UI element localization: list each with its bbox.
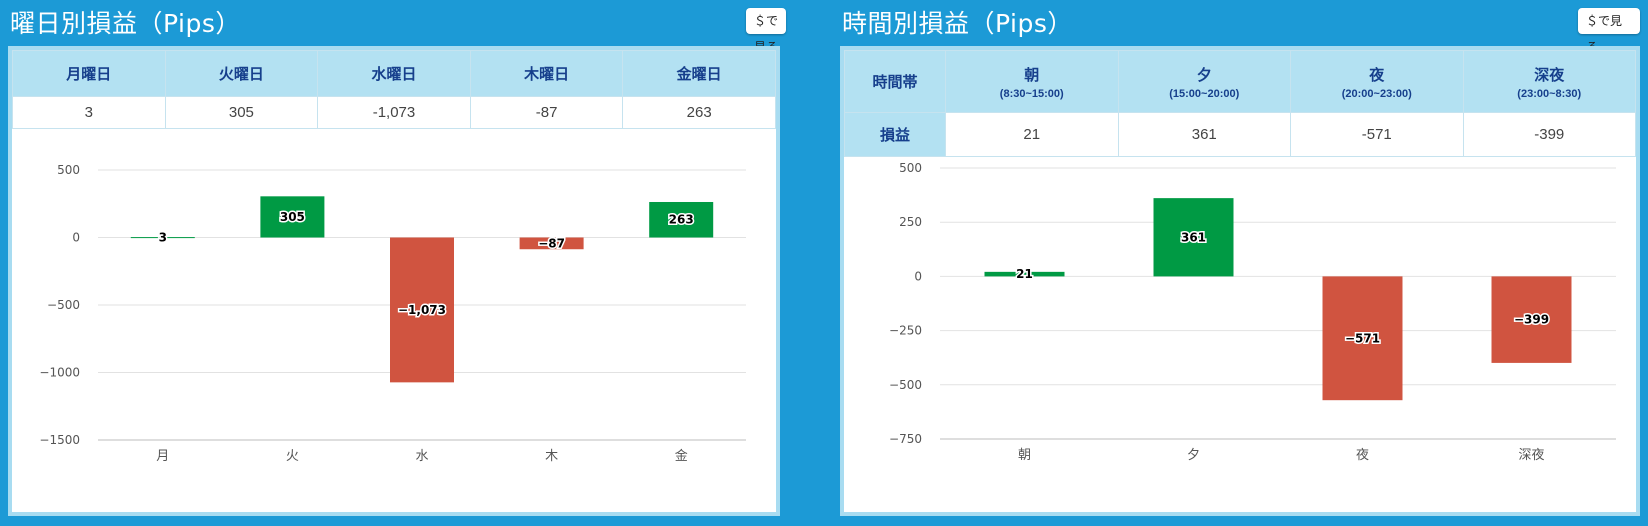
time-row-label: 損益 [844,112,946,157]
data-label: −1,073 [398,303,446,317]
day-value-tue: 305 [164,96,319,129]
day-header-tue: 火曜日 [164,50,319,97]
bar[interactable] [1322,276,1403,401]
day-header-wed: 水曜日 [317,50,471,97]
time-card: 時間帯 朝 (8:30~15:00) 夕 (15:00~20:00) 夜 (20:00… [840,46,1640,516]
day-header-thu: 木曜日 [469,50,624,97]
y-tick-label: 0 [72,231,80,245]
time-header-evening: 夕 (15:00~20:00) [1117,50,1291,113]
data-label: −87 [538,236,565,250]
bar[interactable] [390,237,454,383]
time-summary-table: 時間帯 朝 (8:30~15:00) 夕 (15:00~20:00) 夜 (20:00… [844,50,1636,157]
data-label: 21 [1016,267,1033,281]
time-header-late-night: 深夜 (23:00~8:30) [1462,50,1636,113]
bar[interactable] [260,196,325,238]
time-header-morning: 朝 (8:30~15:00) [945,50,1119,113]
data-label: −571 [1345,331,1380,345]
day-value-fri: 263 [622,96,776,129]
x-tick-label: 水 [415,449,428,464]
data-label: 263 [669,213,694,227]
x-tick-label: 深夜 [1518,448,1544,463]
bar[interactable] [649,201,714,238]
x-tick-label: 夕 [1187,448,1200,463]
data-label: 361 [1181,230,1206,244]
data-label: −399 [1514,313,1549,327]
time-value-night: -571 [1290,112,1464,157]
day-header-fri: 金曜日 [622,50,776,97]
time-header-range: (15:00~20:00) [1169,87,1240,100]
y-tick-label: 500 [899,161,922,175]
time-corner-header: 時間帯 [844,50,946,113]
time-profit-chart: 500 250 0 −250 −500 −750 21 朝 361 夕 −571 夜 −399 深夜 [889,161,1616,463]
x-tick-label: 木 [545,449,558,464]
time-header-name: 夜 [1369,66,1385,84]
y-tick-label: −1000 [39,366,80,380]
bar[interactable] [1491,276,1572,363]
data-label: 3 [159,230,167,244]
time-of-day-panel: 時間別損益（Pips） ＄で見る 時間帯 朝 (8:30~15:00) 夕 (15:… [840,0,1640,526]
day-value-thu: -87 [469,96,624,129]
time-header-name: 夕 [1196,66,1212,84]
time-value-evening: 361 [1117,112,1291,157]
data-label: 305 [280,210,305,224]
x-tick-label: 朝 [1018,448,1031,463]
y-tick-label: 0 [914,269,922,283]
time-value-late-night: -399 [1462,112,1636,157]
x-tick-label: 火 [286,449,299,464]
x-tick-label: 金 [675,448,688,464]
y-tick-label: −500 [889,378,922,392]
day-profit-chart: 500 0 −500 −1000 −1500 3 月 305 火 −1,073 水 −87 木 263 金 [39,163,746,464]
x-tick-label: 月 [156,449,169,464]
time-usd-view-button[interactable]: ＄で見る [1578,8,1640,54]
time-header-name: 深夜 [1534,66,1565,84]
day-header-mon: 月曜日 [12,50,166,97]
day-panel-title: 曜日別損益（Pips） [10,9,241,38]
y-tick-label: −750 [889,432,922,446]
y-tick-label: −250 [889,324,922,338]
day-value-mon: 3 [12,96,166,129]
day-value-wed: -1,073 [317,96,471,129]
bar[interactable] [130,237,195,239]
day-summary-table: 月曜日 火曜日 水曜日 木曜日 金曜日 3 305 -1,073 -87 263 [12,50,776,129]
y-tick-label: 250 [899,215,922,229]
day-usd-view-button[interactable]: ＄で見る [746,8,787,54]
bar[interactable] [519,237,584,250]
y-tick-label: −1500 [39,433,80,447]
time-header-range: (23:00~8:30) [1517,87,1582,100]
bar[interactable] [1153,198,1234,277]
time-header-name: 朝 [1024,66,1040,84]
y-tick-label: 500 [57,163,80,177]
day-of-week-panel: 曜日別損益（Pips） ＄で見る 月曜日 火曜日 水曜日 木曜日 金曜日 3 3… [8,0,787,526]
time-header-range: (20:00~23:00) [1341,87,1412,100]
time-header-night: 夜 (20:00~23:00) [1290,50,1464,113]
y-tick-label: −500 [47,298,80,312]
bar[interactable] [984,271,1065,277]
time-value-morning: 21 [945,112,1119,157]
time-header-range: (8:30~15:00) [999,87,1064,100]
day-card: 月曜日 火曜日 水曜日 木曜日 金曜日 3 305 -1,073 -87 263… [8,46,780,516]
time-panel-title: 時間別損益（Pips） [842,9,1073,38]
x-tick-label: 夜 [1356,448,1369,463]
